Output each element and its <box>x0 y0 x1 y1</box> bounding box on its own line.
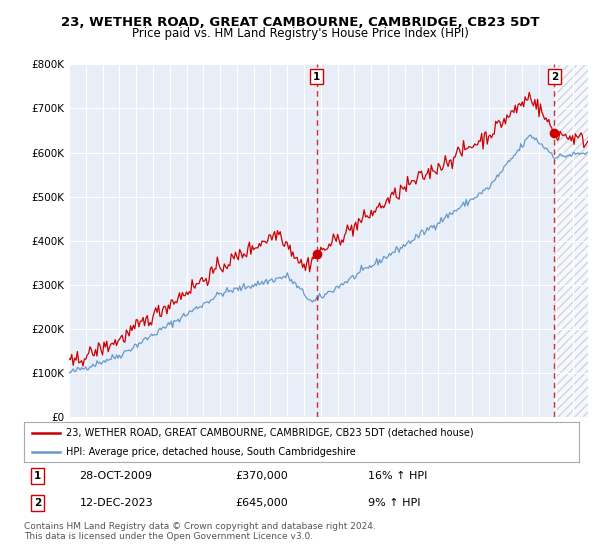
Bar <box>554 64 588 417</box>
Text: £370,000: £370,000 <box>235 471 287 481</box>
Text: HPI: Average price, detached house, South Cambridgeshire: HPI: Average price, detached house, Sout… <box>65 447 355 457</box>
Text: 23, WETHER ROAD, GREAT CAMBOURNE, CAMBRIDGE, CB23 5DT (detached house): 23, WETHER ROAD, GREAT CAMBOURNE, CAMBRI… <box>65 428 473 438</box>
Text: 12-DEC-2023: 12-DEC-2023 <box>79 498 153 508</box>
Bar <box>554 64 588 417</box>
Text: Contains HM Land Registry data © Crown copyright and database right 2024.
This d: Contains HM Land Registry data © Crown c… <box>24 522 376 542</box>
Text: 28-OCT-2009: 28-OCT-2009 <box>79 471 152 481</box>
Text: 9% ↑ HPI: 9% ↑ HPI <box>368 498 421 508</box>
Text: 16% ↑ HPI: 16% ↑ HPI <box>368 471 427 481</box>
Text: 2: 2 <box>34 498 41 508</box>
Text: £645,000: £645,000 <box>235 498 287 508</box>
Text: Price paid vs. HM Land Registry's House Price Index (HPI): Price paid vs. HM Land Registry's House … <box>131 27 469 40</box>
Text: 1: 1 <box>34 471 41 481</box>
Text: 1: 1 <box>313 72 320 82</box>
Text: 23, WETHER ROAD, GREAT CAMBOURNE, CAMBRIDGE, CB23 5DT: 23, WETHER ROAD, GREAT CAMBOURNE, CAMBRI… <box>61 16 539 29</box>
Text: 2: 2 <box>551 72 558 82</box>
